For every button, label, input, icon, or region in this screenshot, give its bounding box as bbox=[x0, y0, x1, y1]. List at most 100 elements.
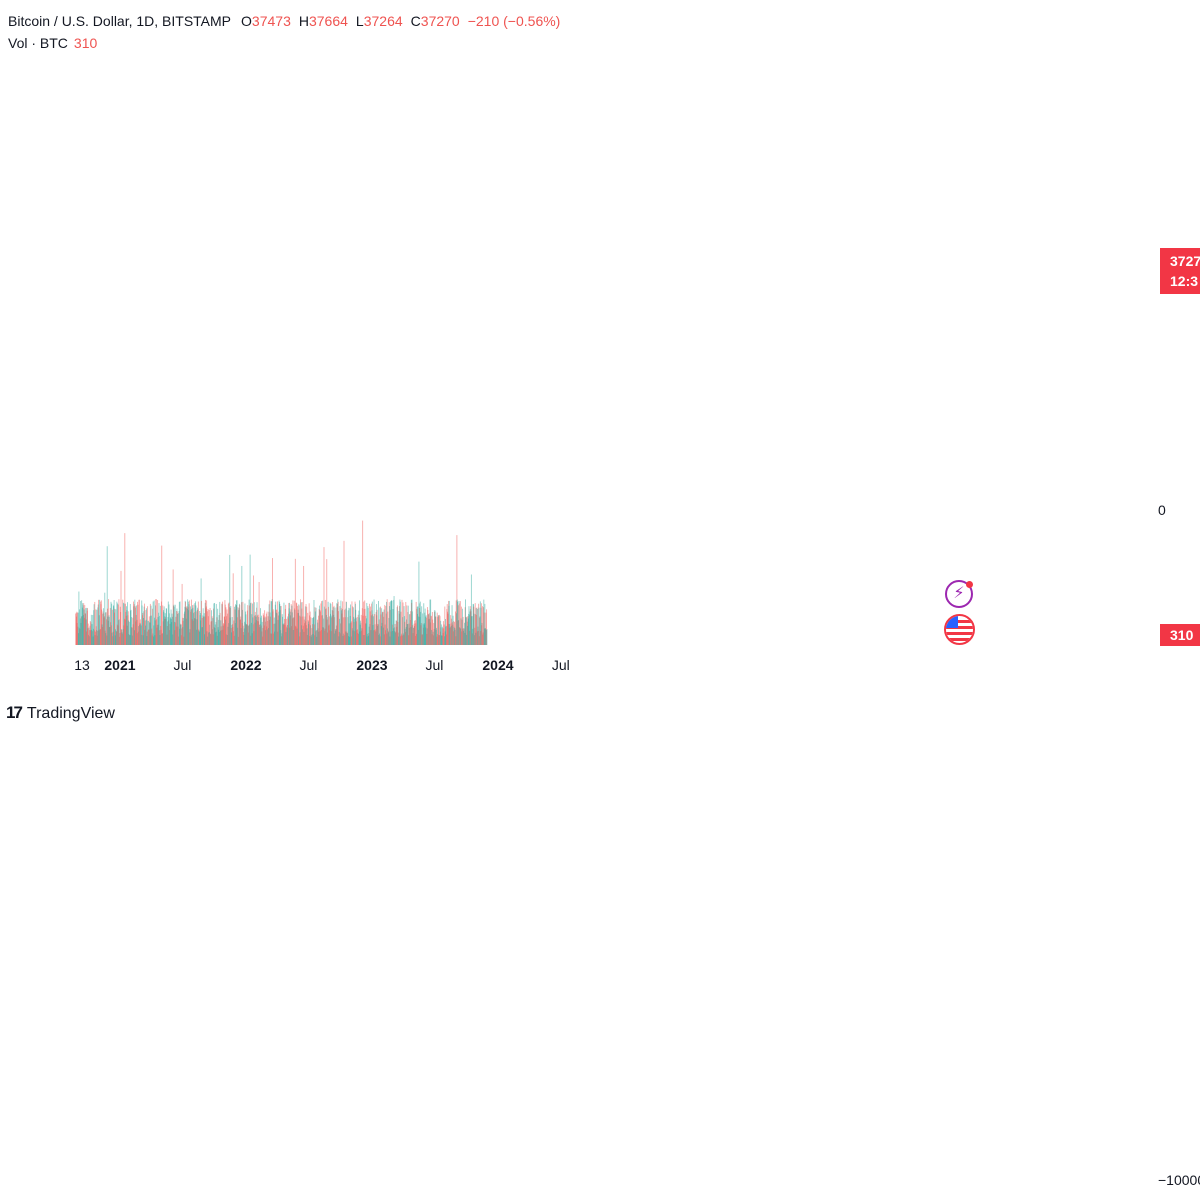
volume-bar bbox=[212, 618, 214, 645]
volume-bar bbox=[122, 599, 124, 645]
volume-bar bbox=[77, 612, 79, 645]
volume-bar bbox=[313, 600, 315, 645]
volume-bar bbox=[401, 599, 403, 645]
volume-bar bbox=[363, 609, 365, 645]
volume-bar bbox=[350, 622, 352, 645]
volume-bar bbox=[301, 602, 303, 645]
volume-bar bbox=[414, 620, 416, 645]
volume-bar bbox=[253, 575, 255, 645]
volume-bar bbox=[96, 609, 98, 645]
tradingview-brand[interactable]: 17 TradingView bbox=[6, 703, 115, 723]
x-tick-label: Jul bbox=[425, 657, 444, 673]
volume-bar bbox=[417, 606, 419, 645]
volume-bar bbox=[111, 609, 113, 645]
volume-bar bbox=[429, 599, 431, 645]
volume-bar bbox=[298, 605, 300, 645]
symbol-legend: Bitcoin / U.S. Dollar, 1D, BITSTAMP O3747… bbox=[8, 10, 560, 32]
last-price-tag: 3727 12:3 bbox=[1160, 248, 1200, 294]
volume-bar bbox=[93, 604, 95, 645]
volume-bar bbox=[326, 559, 328, 645]
volume-bar bbox=[285, 604, 287, 645]
volume-bar bbox=[79, 609, 81, 645]
volume-label[interactable]: Vol · BTC bbox=[8, 35, 68, 51]
volume-bar bbox=[232, 573, 234, 645]
volume-bar bbox=[400, 611, 402, 645]
volume-bar bbox=[379, 607, 381, 645]
volume-bar bbox=[362, 520, 364, 645]
volume-bar bbox=[360, 614, 362, 645]
volume-bar bbox=[339, 606, 341, 645]
volume-bar bbox=[183, 617, 184, 645]
x-tick-label: 2021 bbox=[104, 657, 136, 673]
volume-bar bbox=[443, 624, 445, 645]
volume-bar bbox=[122, 602, 124, 645]
volume-bar bbox=[99, 599, 101, 645]
volume-bar bbox=[128, 620, 130, 645]
volume-bar bbox=[460, 606, 462, 645]
volume-legend: Vol · BTC 310 bbox=[8, 35, 97, 51]
tradingview-logo-icon: 17 bbox=[6, 703, 23, 722]
volume-bar bbox=[421, 606, 423, 645]
volume-bar bbox=[138, 599, 140, 645]
volume-bar bbox=[333, 605, 335, 645]
volume-bar bbox=[178, 601, 180, 645]
volume-bar bbox=[386, 601, 387, 645]
countdown-value: 12:3 bbox=[1170, 273, 1199, 289]
volume-bar bbox=[470, 574, 472, 645]
volume-bar bbox=[270, 616, 271, 645]
us-flag-icon[interactable] bbox=[944, 614, 975, 645]
x-tick-label: Jul bbox=[173, 657, 192, 673]
volume-bar bbox=[87, 608, 88, 645]
volume-bar bbox=[314, 611, 316, 645]
volume-tag: 310 bbox=[1160, 624, 1200, 646]
close-label: C bbox=[410, 13, 421, 29]
symbol-title[interactable]: Bitcoin / U.S. Dollar, 1D, BITSTAMP bbox=[8, 13, 232, 29]
volume-bar bbox=[188, 600, 190, 645]
volume-bar bbox=[180, 624, 182, 645]
volume-bar bbox=[310, 617, 312, 645]
volume-bar bbox=[209, 607, 211, 645]
volume-bar bbox=[343, 540, 345, 645]
volume-bar bbox=[475, 614, 476, 645]
volume-bar bbox=[276, 601, 278, 645]
volume-bar bbox=[250, 603, 251, 645]
price-chart[interactable] bbox=[0, 0, 1200, 727]
volume-bar bbox=[106, 619, 107, 645]
volume-bar bbox=[471, 616, 473, 645]
volume-bar bbox=[479, 601, 481, 645]
volume-bar bbox=[115, 609, 117, 645]
volume-bar bbox=[208, 609, 210, 645]
volume-bar bbox=[144, 603, 145, 645]
volume-bar bbox=[323, 606, 325, 645]
volume-bar bbox=[438, 615, 440, 645]
volume-bar bbox=[270, 601, 272, 645]
volume-bar bbox=[104, 592, 106, 645]
volume-bar bbox=[486, 609, 488, 645]
volume-bar bbox=[351, 601, 353, 645]
volume-bar bbox=[330, 603, 332, 645]
volume-bar bbox=[436, 627, 437, 645]
volume-bar bbox=[195, 611, 197, 645]
volume-bar bbox=[386, 599, 388, 645]
volume-bar bbox=[120, 570, 122, 645]
volume-bar bbox=[348, 623, 350, 645]
volume-bar bbox=[218, 615, 220, 645]
volume-bar bbox=[309, 615, 310, 645]
volume-bar bbox=[366, 602, 368, 645]
volume-bar bbox=[105, 612, 106, 645]
volume-bar bbox=[181, 583, 183, 645]
volume-bar bbox=[197, 601, 199, 645]
volume-bar bbox=[98, 599, 100, 645]
volume-bar bbox=[272, 558, 274, 645]
volume-bar bbox=[378, 619, 380, 645]
volume-bar bbox=[206, 611, 208, 645]
volume-bar bbox=[436, 612, 438, 645]
volume-bar bbox=[418, 561, 420, 645]
volume-bar bbox=[92, 614, 94, 645]
volume-bar bbox=[439, 616, 441, 645]
volume-bar bbox=[233, 620, 235, 645]
volume-bar bbox=[387, 611, 389, 645]
volume-bar bbox=[476, 607, 478, 645]
high-value: 37664 bbox=[308, 13, 348, 29]
volume-bar bbox=[289, 602, 290, 645]
